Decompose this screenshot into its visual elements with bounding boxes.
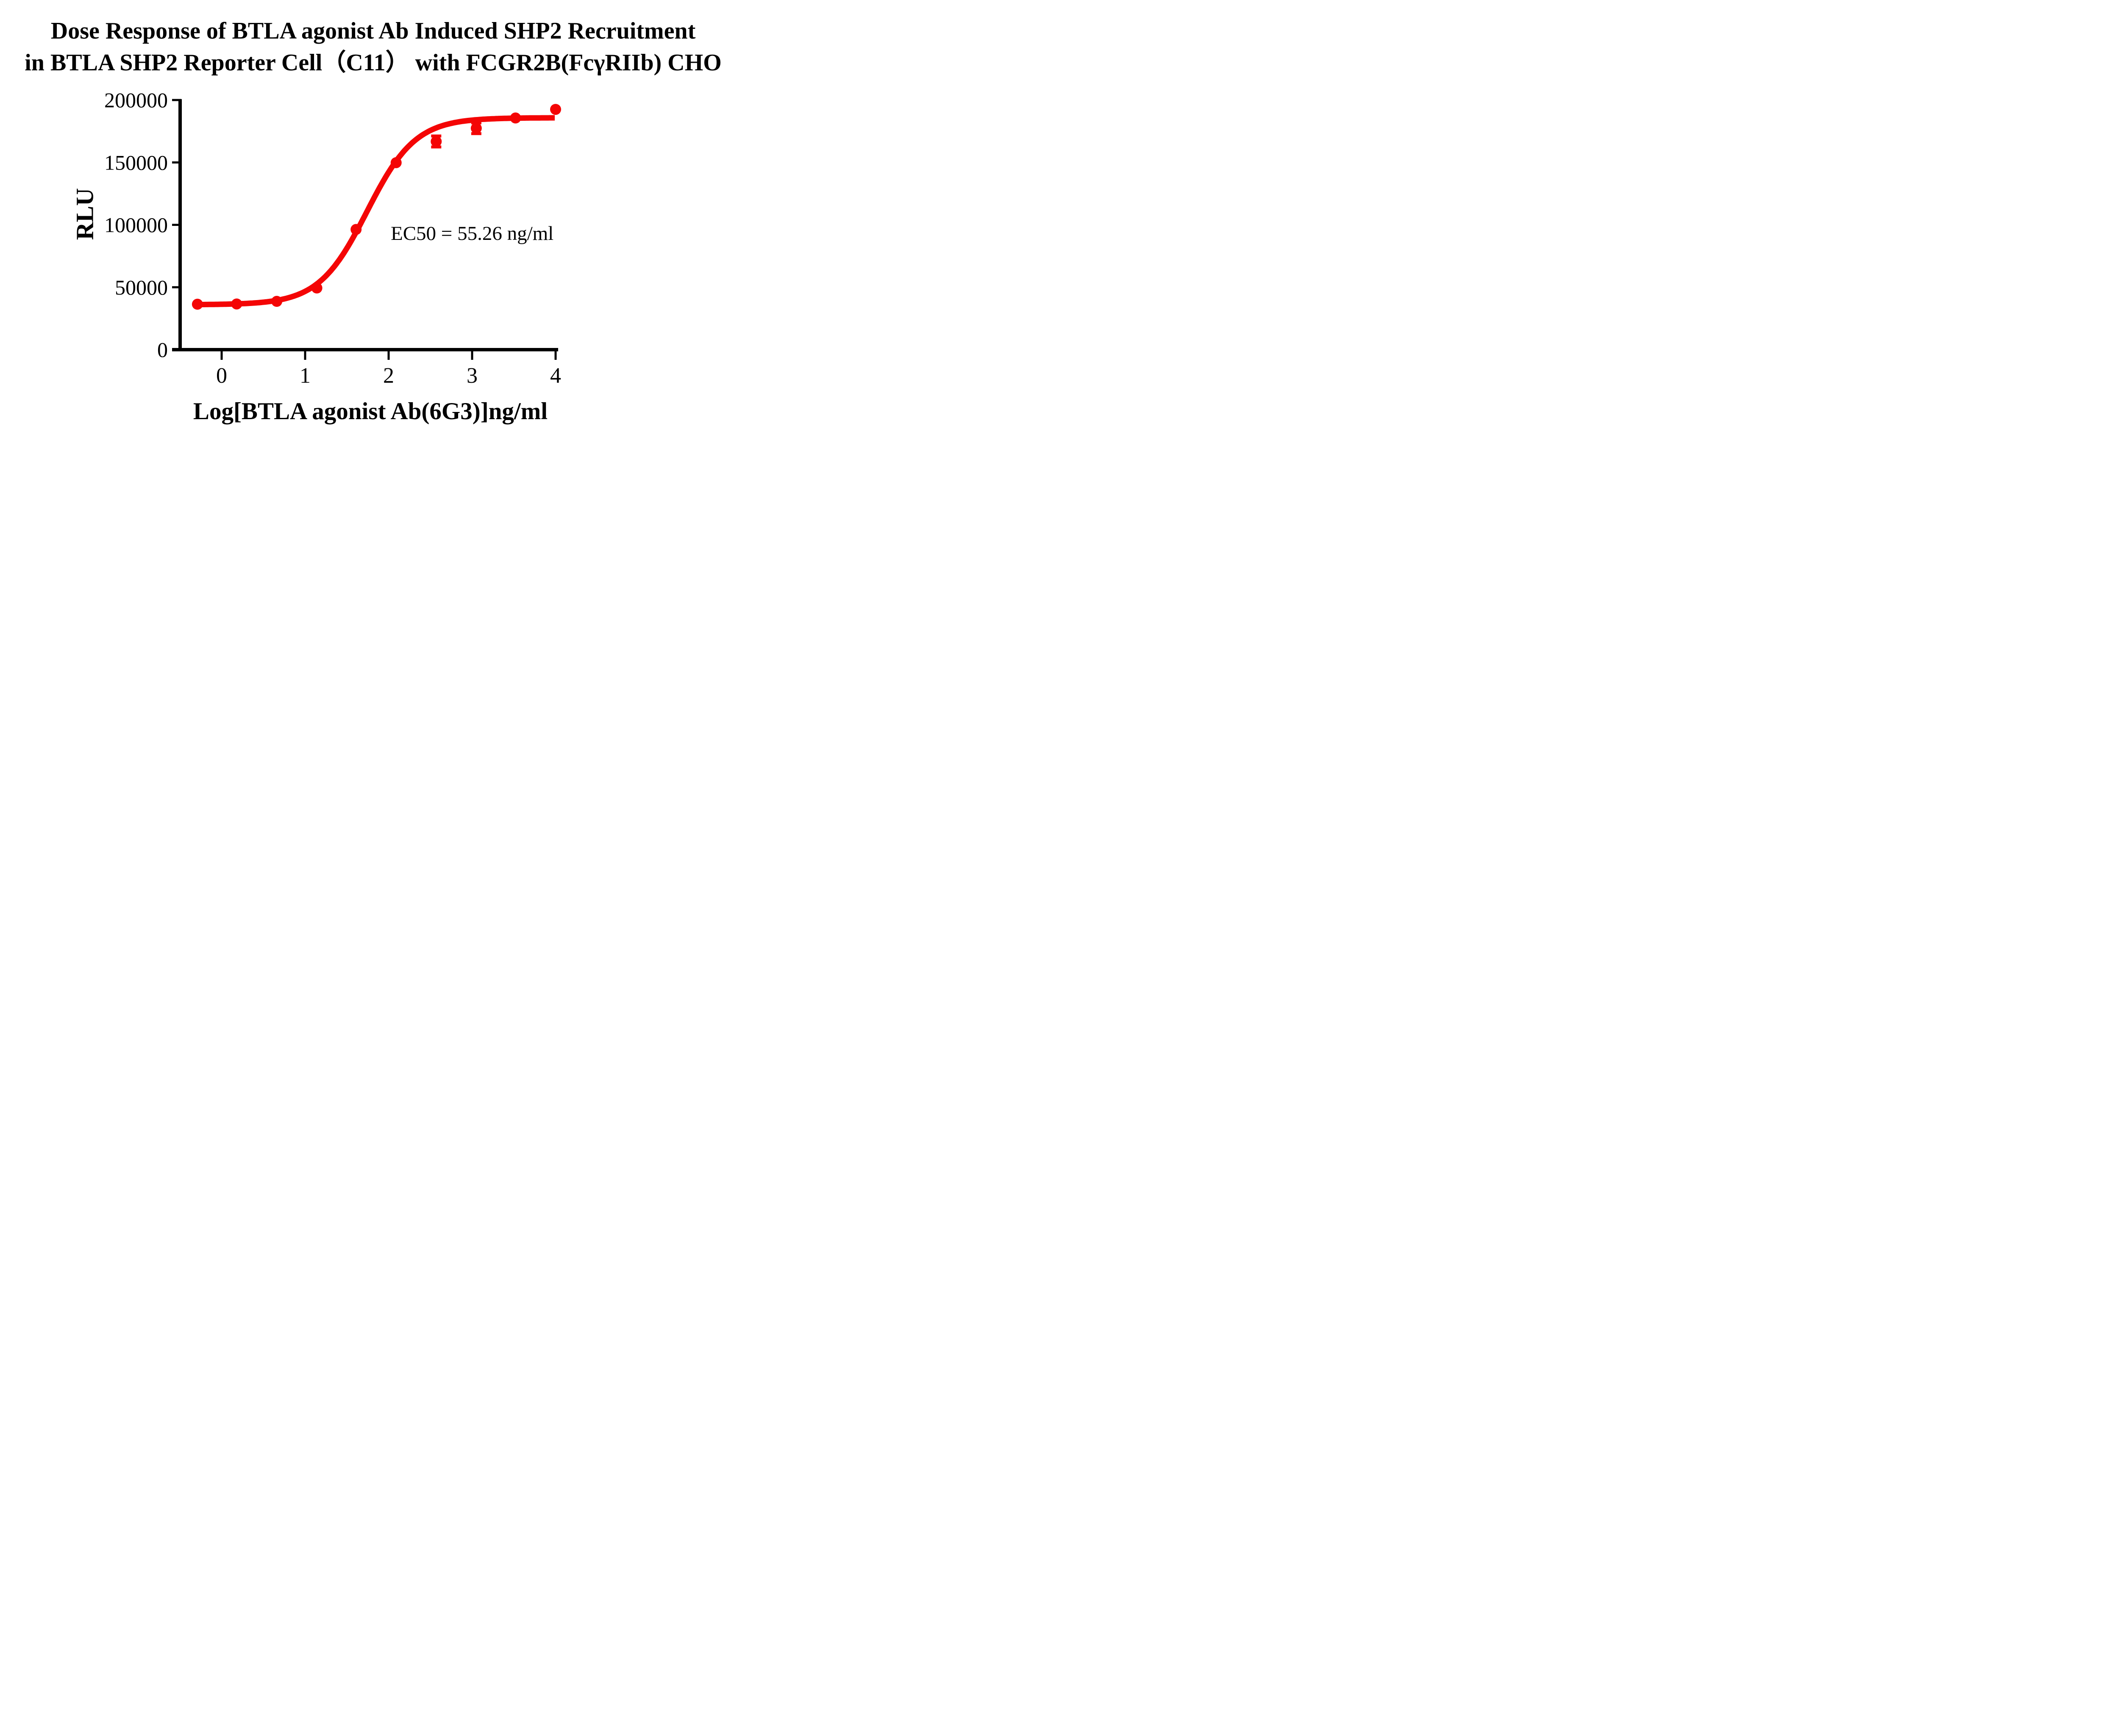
plot-svg: 0 50000 100000 150000 200000 0 1 2 3 4 [104,88,561,388]
data-point-marker [470,122,482,134]
dose-response-curve [195,115,555,308]
data-point-marker [311,282,323,294]
figure-root: Dose Response of BTLA agonist Ab Induced… [0,0,735,434]
data-point-marker [431,136,442,147]
y-tick-label: 100000 [104,213,168,237]
x-tick-label: 0 [216,364,227,388]
x-tick-label: 4 [550,364,561,388]
data-point-marker [231,298,242,310]
chart-title: Dose Response of BTLA agonist Ab Induced… [6,15,735,79]
y-tick-label: 0 [157,338,168,362]
y-axis-title: RLU [71,188,99,240]
tick-labels-group: 0 50000 100000 150000 200000 0 1 2 3 4 [104,88,561,388]
ec50-annotation: EC50 = 55.26 ng/ml [391,223,554,245]
x-tick-label: 2 [383,364,394,388]
data-point-marker [390,157,402,168]
data-point-marker [550,104,561,115]
data-points-group [192,104,561,310]
axes-group [172,99,558,360]
fit-curve-group [195,115,555,308]
chart-title-line-1: Dose Response of BTLA agonist Ab Induced… [50,18,696,44]
x-tick-label: 3 [467,364,478,388]
chart-title-line-2: in BTLA SHP2 Reporter Cell（C11） with FCG… [25,50,722,76]
x-axis-title: Log[BTLA agonist Ab(6G3)]ng/ml [193,398,548,425]
y-tick-label: 150000 [104,150,168,174]
data-point-marker [192,298,203,310]
x-tick-label: 1 [300,364,311,388]
data-point-marker [271,296,283,307]
data-point-marker [510,112,521,124]
y-tick-label: 200000 [104,88,168,112]
data-point-marker [350,224,362,235]
y-tick-label: 50000 [115,275,168,299]
